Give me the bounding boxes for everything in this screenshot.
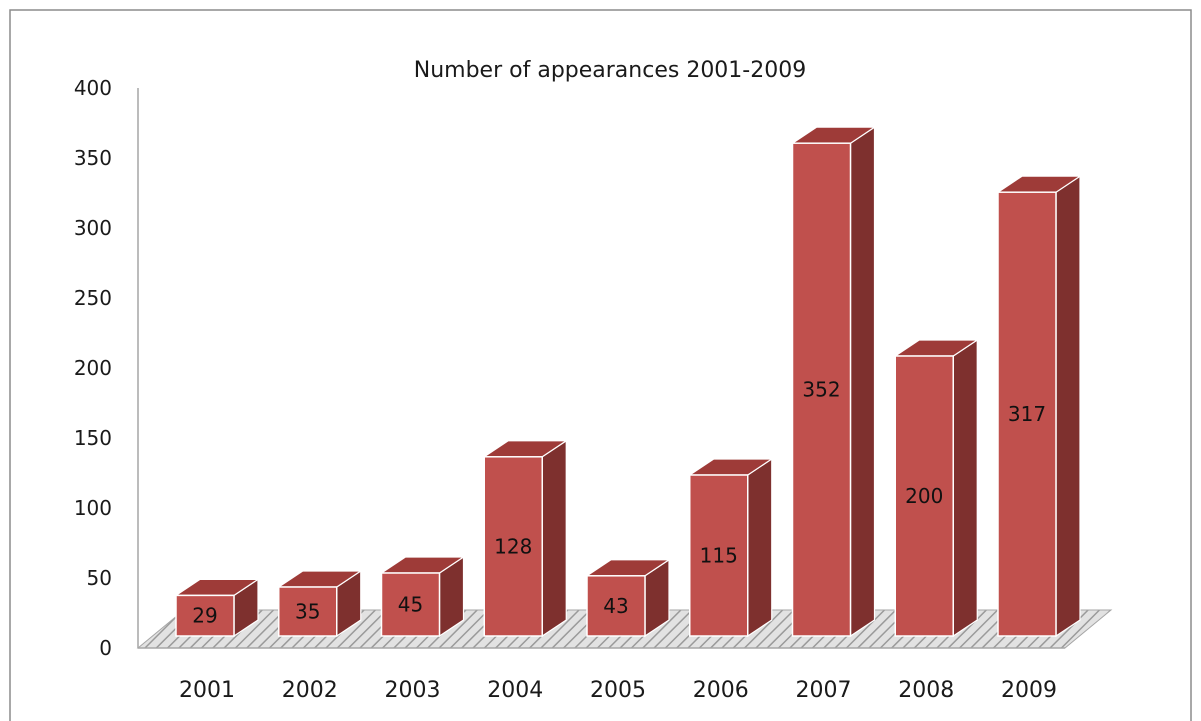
x-tick-label: 2008 (898, 678, 954, 703)
y-tick-label: 100 (74, 496, 112, 520)
bar (278, 586, 338, 637)
x-tick-label: 2009 (1001, 678, 1057, 703)
x-tick-label: 2003 (385, 678, 441, 703)
bar-data-label: 35 (295, 600, 320, 624)
bar-data-label: 45 (398, 593, 423, 617)
bar (689, 474, 749, 637)
bar-data-label: 29 (192, 604, 217, 628)
y-tick-label: 200 (74, 356, 112, 380)
x-tick-label: 2005 (590, 678, 646, 703)
bar (380, 572, 441, 637)
x-tick-label: 2001 (179, 678, 235, 703)
axis-layer: 0 50 100 150 200 250 300 350 400 (74, 76, 139, 660)
bar-side (952, 338, 978, 638)
bar-data-label: 200 (905, 484, 943, 508)
labels-layer: 29 2001 35 2002 45 2003 128 2004 43 2005 115 2006 35… (179, 378, 1057, 703)
bar-data-label: 115 (700, 544, 738, 568)
chart-title: Number of appearances 2001-2009 (413, 58, 807, 83)
x-tick-label: 2002 (282, 678, 338, 703)
x-tick-label: 2006 (693, 678, 749, 703)
bar-data-label: 352 (802, 378, 840, 402)
bar (997, 191, 1057, 637)
y-tick-label: 150 (74, 426, 112, 450)
y-tick-label: 0 (99, 636, 112, 660)
x-tick-label: 2007 (796, 678, 852, 703)
y-tick-label: 50 (87, 566, 112, 590)
bar (483, 456, 543, 637)
bar (586, 575, 646, 637)
y-tick-label: 400 (74, 76, 112, 100)
bar-data-label: 43 (603, 594, 628, 618)
bar-side (849, 126, 876, 638)
y-tick-label: 250 (74, 286, 112, 310)
y-tick-label: 350 (74, 146, 112, 170)
bar-data-label: 317 (1008, 402, 1046, 426)
bar-side (747, 457, 773, 638)
chart-border (9, 9, 1192, 721)
bar (894, 355, 954, 637)
bar (175, 594, 235, 637)
y-tick-label: 300 (74, 216, 112, 240)
bar-side (1055, 175, 1081, 638)
x-tick-label: 2004 (487, 678, 543, 703)
bars-layer (174, 126, 1082, 638)
bar-data-label: 128 (494, 534, 532, 558)
bar-side (541, 439, 567, 638)
bar (791, 142, 852, 637)
